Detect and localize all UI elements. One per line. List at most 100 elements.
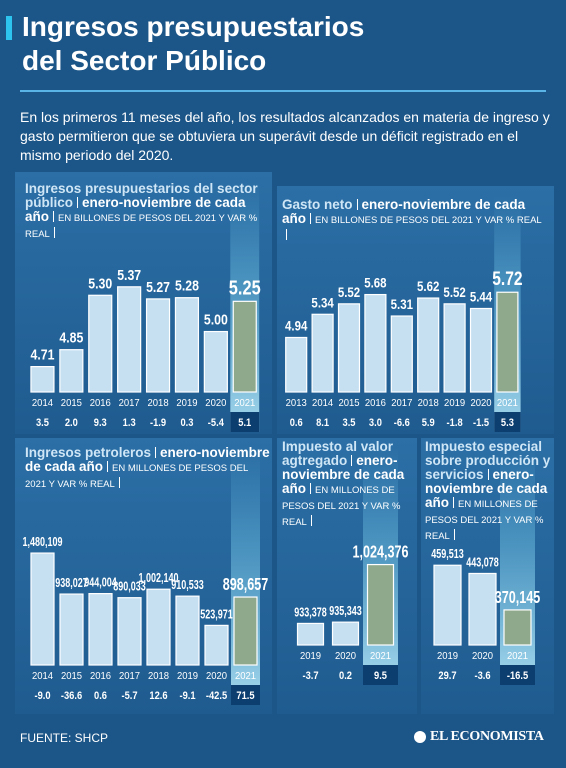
value-label-group: 938,027 <box>55 577 87 591</box>
value-label-group: 5.00 <box>204 311 228 327</box>
x-tick-label: 2021 <box>497 398 518 409</box>
var-label-group: 0.3 <box>180 417 193 429</box>
separator <box>453 529 455 540</box>
x-tick-label-group: 2021 <box>235 671 256 682</box>
source: FUENTE: SHCP <box>20 731 109 745</box>
separator <box>310 515 312 526</box>
x-tick-label: 2021 <box>235 671 256 682</box>
var-label-group: 0.6 <box>94 690 107 702</box>
var-label-group: 9.3 <box>94 417 107 429</box>
separator <box>53 227 55 238</box>
x-tick-label-group: 2017 <box>119 671 140 682</box>
value-label-group: 1,002,140 <box>139 572 179 586</box>
var-label: 71.5 <box>236 690 254 702</box>
highlight-cell <box>231 685 260 705</box>
x-tick-label: 2019 <box>176 398 197 409</box>
x-tick-label: 2021 <box>370 651 391 662</box>
x-tick-label-group: 2019 <box>437 651 458 662</box>
var-label-group: 5.1 <box>238 417 251 429</box>
value-label: 5.34 <box>311 294 334 310</box>
value-label-group: 4.94 <box>285 317 308 333</box>
var-label: 3.5 <box>36 417 49 429</box>
value-label-group: 5.44 <box>470 288 493 304</box>
x-tick-label: 2020 <box>335 651 357 662</box>
x-tick-label: 2014 <box>312 398 334 409</box>
bar <box>88 593 113 666</box>
value-label: 938,027 <box>55 577 87 591</box>
bar <box>30 552 55 666</box>
value-label-group: 4.85 <box>59 330 83 346</box>
value-label: 5.52 <box>443 284 465 300</box>
bar <box>203 330 228 393</box>
var-label: 5.9 <box>422 417 435 429</box>
highlight-cell <box>363 665 398 685</box>
var-label-group: 3.5 <box>343 417 356 429</box>
var-label: 3.0 <box>369 417 382 429</box>
bar <box>296 622 325 646</box>
x-tick-label-group: 2016 <box>365 398 386 409</box>
value-label: 890,033 <box>113 580 145 594</box>
value-label: 4.85 <box>59 330 83 346</box>
chart-unit: EN MILLONES DE PESOS DEL 2021 Y VAR % RE… <box>25 463 248 490</box>
value-label-group: 5.72 <box>492 268 522 290</box>
value-label: 4.71 <box>30 346 54 362</box>
chart-subtitle: enero-noviembre de cada año <box>25 445 270 474</box>
var-label: -42.5 <box>206 690 228 702</box>
var-label-group: 0.6 <box>290 417 303 429</box>
var-label: 0.6 <box>290 417 303 429</box>
value-label: 523,971 <box>200 608 232 622</box>
panel <box>15 438 272 714</box>
chart-unit: EN BILLONES DE PESOS DEL 2021 Y VAR % RE… <box>315 215 542 226</box>
bar <box>496 291 519 393</box>
value-label: 1,024,376 <box>352 543 408 563</box>
bar <box>331 621 360 646</box>
value-label: 5.28 <box>175 278 199 294</box>
bar <box>433 564 462 646</box>
x-tick-label-group: 2021 <box>370 651 391 662</box>
var-label: -1.8 <box>447 417 463 429</box>
title-accent <box>6 16 12 40</box>
chart-title: Impuesto al valor agtregado enero-noviemb… <box>282 440 414 530</box>
var-label-group: -9.1 <box>179 690 195 702</box>
value-label-group: 5.34 <box>311 294 334 310</box>
value-label: 5.44 <box>470 288 493 304</box>
chart-title: Gasto neto enero-noviembre de cada año EN … <box>282 198 550 242</box>
var-label-group: -42.5 <box>206 690 228 702</box>
x-tick-label: 2018 <box>148 671 169 682</box>
value-label: 5.52 <box>338 284 360 300</box>
var-label-group: 1.3 <box>123 417 136 429</box>
x-tick-label: 2021 <box>234 398 255 409</box>
value-label-group: 5.27 <box>146 279 170 295</box>
bar <box>443 303 466 393</box>
separator <box>118 477 120 488</box>
divider <box>20 90 546 92</box>
value-label-group: 944,004 <box>84 576 116 590</box>
x-tick-label-group: 2019 <box>444 398 465 409</box>
chart-title-main: Impuesto al valor agtregado <box>282 439 394 468</box>
x-tick-label-group: 2018 <box>418 398 439 409</box>
var-label: 1.3 <box>123 417 136 429</box>
separator <box>77 197 78 208</box>
x-tick-label: 2018 <box>418 398 439 409</box>
value-label-group: 935,343 <box>329 605 361 619</box>
title-line: del Sector Público <box>22 45 267 76</box>
value-label: 5.31 <box>391 296 413 312</box>
value-label-group: 1,480,109 <box>23 536 63 550</box>
separator <box>310 213 312 224</box>
x-tick-label-group: 2016 <box>90 671 111 682</box>
value-label: 5.25 <box>229 276 261 299</box>
value-label: 443,078 <box>466 556 498 570</box>
var-label-group: -6.6 <box>394 417 410 429</box>
var-label: 5.1 <box>238 417 251 429</box>
x-tick-label-group: 2015 <box>61 671 83 682</box>
chart-title: Ingresos presupuestarios del sector públ… <box>25 182 265 242</box>
separator <box>310 483 312 494</box>
var-label-group: -1.9 <box>150 417 166 429</box>
x-tick-label-group: 2015 <box>61 398 83 409</box>
chart-title-main: Ingresos petroleros <box>25 445 152 460</box>
var-label-group: 5.9 <box>422 417 435 429</box>
value-label: 5.62 <box>417 278 439 294</box>
value-label-group: 4.71 <box>30 346 54 362</box>
value-label-group: 5.25 <box>229 276 261 299</box>
